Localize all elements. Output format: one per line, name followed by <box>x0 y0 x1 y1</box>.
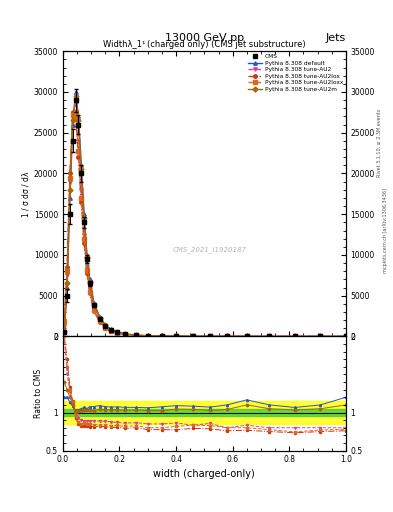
Text: Jets: Jets <box>325 33 346 44</box>
Text: mcplots.cern.ch [arXiv:1306.3436]: mcplots.cern.ch [arXiv:1306.3436] <box>383 188 387 273</box>
Text: 13000 GeV pp: 13000 GeV pp <box>165 33 244 44</box>
Text: CMS_2021_I1920187: CMS_2021_I1920187 <box>173 246 247 252</box>
Legend: CMS, Pythia 8.308 default, Pythia 8.308 tune-AU2, Pythia 8.308 tune-AU2lox, Pyth: CMS, Pythia 8.308 default, Pythia 8.308 … <box>246 53 344 93</box>
Y-axis label: $\mathrm{1\ /\ \sigma\ d\sigma\ /\ d\lambda}$: $\mathrm{1\ /\ \sigma\ d\sigma\ /\ d\lam… <box>20 170 31 218</box>
Y-axis label: Ratio to CMS: Ratio to CMS <box>34 369 43 418</box>
X-axis label: width (charged-only): width (charged-only) <box>154 468 255 479</box>
Title: Widthλ_1¹ (charged only) (CMS jet substructure): Widthλ_1¹ (charged only) (CMS jet substr… <box>103 40 306 49</box>
Text: Rivet 3.1.10, ≥ 2.3M events: Rivet 3.1.10, ≥ 2.3M events <box>377 109 382 178</box>
